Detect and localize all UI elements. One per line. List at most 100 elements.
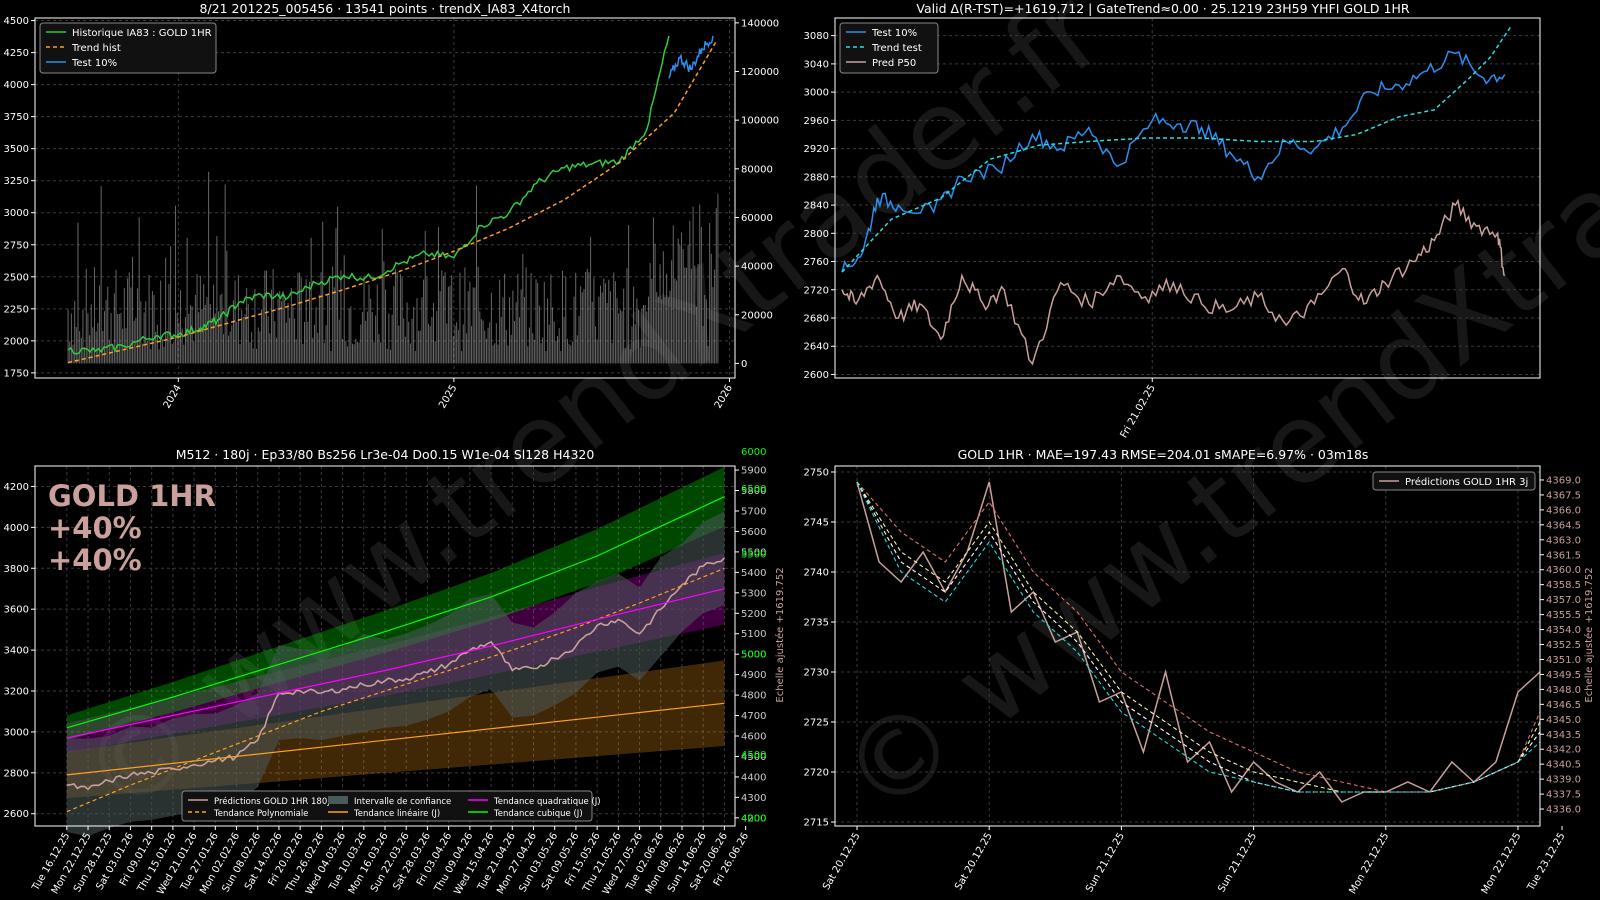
p3-y2-ticks-label-6: 4800 [741, 691, 766, 702]
p3-y2-ticks-label-7: 4900 [741, 670, 766, 681]
p3-y2-ticks-label-5: 4700 [741, 711, 766, 722]
p4-legend-box [1372, 471, 1536, 491]
p4-series-quantile-3 [856, 481, 1541, 793]
p3-y-ticks: 2600 2800 3000 3200 3400 3600 3800 4000 4200 [4, 482, 35, 820]
p2-y-ticks-label-11: 3040 [804, 59, 829, 70]
p3-series-tendance-cubique-j [66, 496, 725, 729]
p1-legend-label-1: Trend hist [71, 43, 121, 54]
panel-historical-chart: 8/21 201225_005456 · 13541 points · tren… [4, 1, 780, 411]
p2-series [841, 24, 1513, 366]
p3-y-ticks-label-3: 3200 [4, 687, 29, 698]
p4-y2-ticks-label-4: 4342.0 [1546, 745, 1581, 756]
p4-y-ticks-label-7: 2750 [804, 468, 829, 479]
p4-y2-ticks-label-20: 4366.0 [1546, 505, 1581, 516]
p2-y-ticks-label-2: 2680 [804, 314, 829, 325]
p4-series [856, 481, 1541, 803]
p1-y2-ticks-label-5: 100000 [741, 116, 779, 127]
p4-title: GOLD 1HR · MAE=197.43 RMSE=204.01 sMAPE=… [958, 447, 1369, 462]
p3-overlay-line-3: +40% [48, 543, 142, 577]
p4-y2-ticks-label-22: 4369.0 [1546, 475, 1581, 486]
p1-series-trend-hist [67, 41, 717, 364]
p3-y2-ticks-label-12: 5400 [741, 568, 766, 579]
p3-y2-ticks-label-9: 5100 [741, 629, 766, 640]
p1-y-ticks-label-2: 2250 [4, 304, 29, 315]
p3-legend-label-1: Tendance Polynomiale [213, 809, 308, 819]
p2-y-ticks-label-0: 2600 [804, 370, 829, 381]
p3-series [66, 496, 725, 813]
p4-y2-ticks-label-19: 4364.5 [1546, 520, 1581, 531]
p2-frame [834, 17, 1541, 379]
p1-y2-ticks: 0 20000 40000 60000 80000 100000 120000 140000 [735, 18, 779, 370]
p1-y-ticks-label-5: 3000 [4, 208, 29, 219]
p3-overlay-text: GOLD 1HR +40% +40% [48, 479, 216, 577]
p2-series-trend-test [841, 24, 1513, 273]
p3-y2-ticks-label-10: 5200 [741, 609, 766, 620]
p4-y2-ticks-label-16: 4360.0 [1546, 565, 1581, 576]
p4-y2-label: Echelle ajustée +1619.752 [1583, 567, 1595, 702]
p4-y-ticks-label-4: 2735 [804, 618, 829, 629]
p2-y-ticks-label-9: 2960 [804, 116, 829, 127]
p1-legend: Historique IA83 : GOLD 1HR Trend hist Test… [39, 22, 217, 74]
p4-y2-ticks-label-10: 4351.0 [1546, 655, 1581, 666]
p1-y-ticks-label-3: 2500 [4, 272, 29, 283]
panel-forecast-3j-chart: GOLD 1HR · MAE=197.43 RMSE=204.01 sMAPE=… [804, 447, 1595, 896]
p4-y-ticks-label-2: 2725 [804, 718, 829, 729]
p2-y-ticks-label-10: 3000 [804, 88, 829, 99]
p2-y-ticks-label-5: 2800 [804, 229, 829, 240]
p3-band-intervalle-de-confiance [66, 511, 725, 837]
p2-y-ticks-label-4: 2760 [804, 257, 829, 268]
p2-y-ticks-label-6: 2840 [804, 201, 829, 212]
p3-legend-box [181, 790, 593, 822]
p3-y2-ticks-label-3: 4500 [741, 752, 766, 763]
p3-y2-ticks-label-16: 5800 [741, 486, 766, 497]
p3-series-tendance-polynomiale [66, 567, 725, 813]
p3-y-ticks-label-5: 3600 [4, 605, 29, 616]
p1-y-ticks-label-0: 1750 [4, 368, 29, 379]
p2-title: Valid Δ(R-TST)=+1619.712 | GateTrend≈0.0… [916, 1, 1409, 16]
p3-y2-ticks-label-8: 5000 [741, 650, 766, 661]
p1-legend-label-2: Test 10% [71, 58, 117, 69]
p3-y2-ticks-label-4: 4600 [741, 732, 766, 743]
p2-legend: Test 10% Trend test Pred P50 [839, 22, 939, 74]
p1-y-ticks-label-8: 3750 [4, 112, 29, 123]
p3-overlay-line-1: GOLD 1HR [48, 479, 216, 513]
p4-y2-ticks: 4336.0 4337.5 4339.0 4340.5 4342.0 4343.5 4345… [1540, 475, 1581, 816]
p3-y-ticks-label-0: 2600 [4, 809, 29, 820]
p4-y2-ticks-label-18: 4363.0 [1546, 535, 1581, 546]
p4-y2-ticks-label-9: 4349.5 [1546, 670, 1581, 681]
p1-y2-ticks-label-3: 60000 [741, 213, 773, 224]
p3-overlay-line-2: +40% [48, 511, 142, 545]
p4-grid [835, 466, 1540, 826]
p3-y-ticks-label-4: 3400 [4, 646, 29, 657]
p2-legend-label-0: Test 10% [871, 28, 917, 39]
p3-y2-green-label-3: 5500 [741, 549, 766, 560]
p3-y2-ticks-label-11: 5300 [741, 588, 766, 599]
p2-legend-label-2: Pred P50 [872, 58, 916, 69]
p4-series-pr-dictions-gold-1hr-3j [856, 481, 1541, 803]
p1-series-test-10 [668, 35, 714, 79]
p4-y2-ticks-label-15: 4358.5 [1546, 580, 1581, 591]
p3-y2-label: Echelle ajustée +1619.752 [774, 567, 786, 702]
panel-forecast-180j-chart: M512 · 180j · Ep33/80 Bs256 Lr3e-04 Do0.… [4, 447, 786, 897]
p2-series-test-10 [841, 50, 1506, 273]
p2-y-ticks-label-7: 2880 [804, 172, 829, 183]
p1-volume-bars [67, 171, 719, 364]
p3-y-ticks-label-8: 4200 [4, 482, 29, 493]
p3-y2-green-label-5: 6500 [741, 484, 766, 495]
p3-y2-ticks-label-0: 4200 [741, 813, 766, 824]
p2-y-ticks-label-8: 2920 [804, 144, 829, 155]
p4-y2-ticks-label-7: 4346.5 [1546, 700, 1581, 711]
p4-y2-ticks-label-6: 4345.0 [1546, 715, 1581, 726]
p3-y-ticks-label-1: 2800 [4, 768, 29, 779]
p4-frame [834, 465, 1541, 827]
p2-grid [835, 18, 1540, 378]
p4-y2-ticks-label-2: 4339.0 [1546, 775, 1581, 786]
p3-legend-label-2: Intervalle de confiance [354, 797, 451, 807]
p1-series-historique-ia83-gold-1hr [67, 35, 670, 355]
p4-y2-ticks-label-21: 4367.5 [1546, 490, 1581, 501]
p3-series-tendance-lin-aire-j [66, 702, 725, 776]
p1-y-ticks-label-11: 4500 [4, 16, 29, 27]
p1-y-ticks-label-6: 3250 [4, 176, 29, 187]
p4-y2-ticks-label-1: 4337.5 [1546, 790, 1581, 801]
